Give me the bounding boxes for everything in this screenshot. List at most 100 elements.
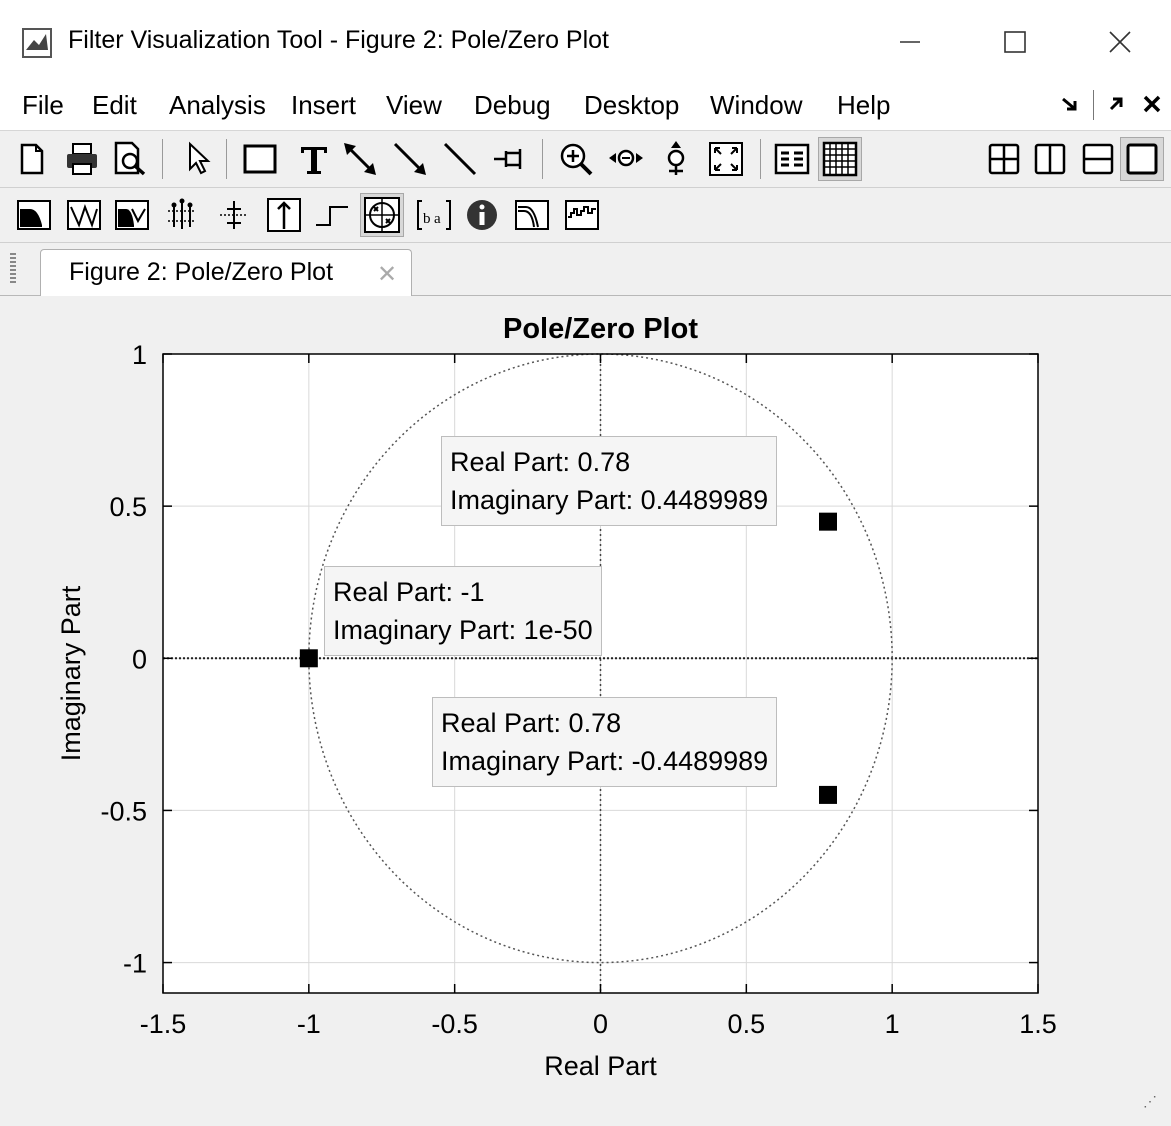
maximize-button[interactable] bbox=[985, 20, 1045, 64]
tile-layout-button[interactable] bbox=[984, 139, 1024, 179]
window-title: Filter Visualization Tool - Figure 2: Po… bbox=[68, 26, 609, 54]
grid-icon bbox=[822, 141, 858, 177]
toolbar-separator bbox=[162, 139, 163, 179]
group-delay-button[interactable] bbox=[162, 195, 202, 235]
datatip-real: Real Part: 0.78 bbox=[441, 708, 622, 738]
text-button[interactable] bbox=[294, 139, 334, 179]
y-tick-label: -0.5 bbox=[100, 796, 147, 826]
step-response-button[interactable] bbox=[312, 195, 352, 235]
figure-toolbar bbox=[0, 131, 1171, 188]
magnitude-phase-button[interactable] bbox=[112, 195, 152, 235]
zoom-out-icon bbox=[609, 149, 643, 167]
minimize-icon bbox=[900, 41, 920, 43]
phase-delay-button[interactable] bbox=[214, 195, 254, 235]
pin-button[interactable] bbox=[490, 139, 530, 179]
line-icon bbox=[443, 142, 477, 176]
arrow-button[interactable] bbox=[390, 139, 430, 179]
full-view-icon bbox=[709, 142, 743, 176]
print-button[interactable] bbox=[62, 139, 102, 179]
full-view-button[interactable] bbox=[706, 139, 746, 179]
pole-zero-icon bbox=[364, 197, 400, 233]
top-bottom-layout-button[interactable] bbox=[1078, 139, 1118, 179]
datatip[interactable]: Real Part: 0.78 Imaginary Part: -0.44899… bbox=[432, 697, 778, 787]
svg-text:a: a bbox=[434, 211, 441, 227]
y-tick-label: 0 bbox=[132, 644, 147, 674]
x-tick-label: -1.5 bbox=[140, 1009, 187, 1039]
line-button[interactable] bbox=[440, 139, 480, 179]
datatip-real: Real Part: -1 bbox=[333, 577, 485, 607]
toolbar-separator bbox=[542, 139, 543, 179]
new-figure-button[interactable] bbox=[12, 139, 52, 179]
impulse-response-button[interactable] bbox=[264, 195, 304, 235]
legend-button[interactable] bbox=[772, 139, 812, 179]
pointer-button[interactable] bbox=[178, 139, 218, 179]
magnitude-estimate-button[interactable] bbox=[512, 195, 552, 235]
tab-grip[interactable] bbox=[10, 253, 16, 285]
tile-icon bbox=[988, 143, 1020, 175]
pole-zero-button[interactable] bbox=[360, 193, 404, 237]
y-axis-label: Imaginary Part bbox=[56, 585, 86, 761]
x-tick-label: -1 bbox=[297, 1009, 321, 1039]
datatip[interactable]: Real Part: -1 Imaginary Part: 1e-50 bbox=[324, 566, 602, 656]
zoom-out-button[interactable] bbox=[606, 139, 646, 179]
x-tick-label: 1.5 bbox=[1019, 1009, 1057, 1039]
menu-desktop[interactable]: Desktop bbox=[584, 90, 680, 120]
menu-edit[interactable]: Edit bbox=[92, 90, 137, 120]
maximize-icon bbox=[1004, 31, 1026, 53]
y-tick-label: 1 bbox=[132, 340, 147, 370]
single-layout-button[interactable] bbox=[1120, 137, 1164, 181]
menu-help[interactable]: Help bbox=[837, 90, 891, 120]
datatip-real: Real Part: 0.78 bbox=[450, 447, 631, 477]
zoom-in-icon bbox=[560, 143, 593, 176]
menu-window[interactable]: Window bbox=[710, 90, 803, 120]
pole-marker bbox=[819, 512, 837, 531]
pole-marker bbox=[819, 785, 837, 804]
double-arrow-button[interactable] bbox=[340, 139, 380, 179]
pan-button[interactable] bbox=[656, 139, 696, 179]
group-delay-icon bbox=[168, 198, 196, 229]
menu-debug[interactable]: Debug bbox=[474, 90, 551, 120]
close-icon[interactable]: ✕ bbox=[377, 261, 398, 288]
y-tick-label: 0.5 bbox=[109, 492, 147, 522]
dock-icon[interactable] bbox=[1058, 92, 1082, 116]
close-icon[interactable] bbox=[1140, 92, 1164, 116]
zoom-in-button[interactable] bbox=[556, 139, 596, 179]
round-off-noise-button[interactable] bbox=[562, 195, 602, 235]
magnitude-phase-icon bbox=[115, 200, 149, 230]
close-button[interactable] bbox=[1090, 20, 1150, 64]
magnitude-response-button[interactable] bbox=[14, 195, 54, 235]
x-tick-label: 1 bbox=[885, 1009, 900, 1039]
minimize-button[interactable] bbox=[880, 20, 940, 64]
rectangle-button[interactable] bbox=[240, 139, 280, 179]
toolbar-separator bbox=[226, 139, 227, 179]
menu-insert[interactable]: Insert bbox=[291, 90, 357, 120]
menu-view[interactable]: View bbox=[386, 90, 442, 120]
phase-delay-icon bbox=[220, 201, 248, 229]
menu-analysis[interactable]: Analysis bbox=[169, 90, 266, 120]
toolbar-separator bbox=[760, 139, 761, 179]
top-bottom-icon bbox=[1082, 143, 1114, 175]
grid-button[interactable] bbox=[818, 137, 862, 181]
phase-response-button[interactable] bbox=[64, 195, 104, 235]
new-figure-icon bbox=[20, 143, 44, 175]
datatip[interactable]: Real Part: 0.78 Imaginary Part: 0.448998… bbox=[441, 436, 778, 526]
y-tick-label: -1 bbox=[123, 949, 147, 979]
menu-file[interactable]: File bbox=[22, 90, 64, 120]
single-icon bbox=[1126, 143, 1158, 175]
tab-figure-2[interactable]: Figure 2: Pole/Zero Plot ✕ bbox=[40, 249, 412, 296]
text-icon bbox=[301, 147, 327, 174]
undock-icon[interactable] bbox=[1104, 92, 1128, 116]
print-preview-button[interactable] bbox=[110, 139, 150, 179]
resize-grip[interactable]: ⋰ bbox=[1143, 1093, 1157, 1109]
menu-separator bbox=[1093, 90, 1094, 120]
left-right-layout-button[interactable] bbox=[1030, 139, 1070, 179]
round-off-noise-icon bbox=[565, 200, 599, 230]
filter-info-button[interactable] bbox=[462, 195, 502, 235]
pointer-icon bbox=[189, 141, 211, 175]
info-icon bbox=[467, 200, 497, 230]
datatip-imag: Imaginary Part: 1e-50 bbox=[333, 615, 593, 645]
print-preview-icon bbox=[114, 141, 146, 176]
chart-title: Pole/Zero Plot bbox=[503, 313, 698, 345]
